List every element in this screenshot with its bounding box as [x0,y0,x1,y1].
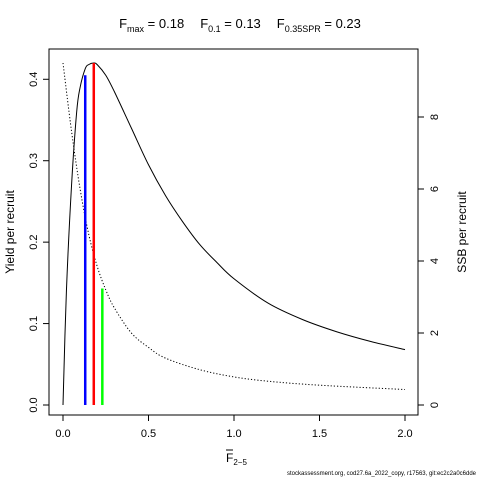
x-tick-label: 0.0 [55,428,70,440]
y-left-tick-label: 0.1 [28,316,40,331]
title-fspr-sub: 0.35SPR [285,24,322,34]
x-axis-label: F2−5 [226,451,247,467]
chart-title: Fmax = 0.18 F0.1 = 0.13 F0.35SPR = 0.23 [119,16,361,34]
x-tick-label: 0.5 [141,428,156,440]
y-left-tick-label: 0.3 [28,153,40,168]
y-right-tick-label: 8 [429,114,441,120]
x-axis: 0.0 0.5 1.0 1.5 2.0 [55,415,413,440]
y-axis-right: 0 2 4 6 8 [418,114,441,408]
x-axis-label-main: F [226,451,233,465]
title-fmax-sub: max [127,24,145,34]
y-right-tick-label: 4 [429,258,441,264]
x-axis-label-sub: 2−5 [233,458,247,467]
y-left-tick-label: 0.2 [28,234,40,249]
plot-frame [48,48,419,416]
y-left-tick-label: 0.0 [28,397,40,412]
x-tick-label: 1.0 [226,428,241,440]
y-axis-right-label: SSB per recruit [455,191,469,273]
series-layer [62,62,406,406]
yield-per-recruit-line [62,62,406,406]
y-right-tick-label: 2 [429,330,441,336]
title-fmax-value: = 0.18 [144,16,184,31]
reference-lines [83,63,104,405]
title-f01-main: F [200,16,208,31]
y-right-tick-label: 0 [429,402,441,408]
y-axis-left-label: Yield per recruit [3,190,17,274]
title-fspr-value: = 0.23 [321,16,361,31]
title-f01-sub: 0.1 [208,24,221,34]
title-f01-value: = 0.13 [221,16,261,31]
footer-credit: stockassessment.org, cod27.6a_2022_copy,… [287,471,477,477]
x-tick-label: 1.5 [312,428,327,440]
x-tick-label: 2.0 [397,428,412,440]
title-fmax-main: F [119,16,127,31]
y-left-tick-label: 0.4 [28,72,40,87]
y-axis-left: 0.0 0.1 0.2 0.3 0.4 [28,72,49,413]
ssb-per-recruit-line [62,62,406,391]
title-fspr-main: F [277,16,285,31]
y-right-tick-label: 6 [429,186,441,192]
